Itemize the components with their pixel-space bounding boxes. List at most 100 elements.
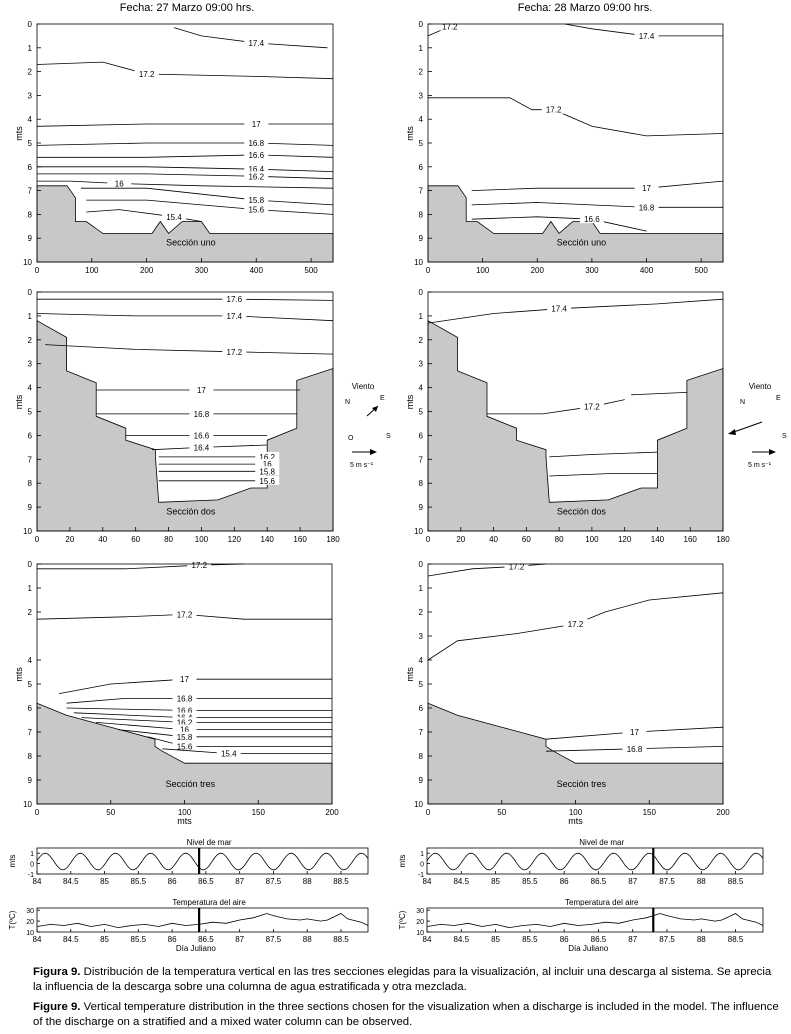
ts-ytick-label-tide-28-1: 1 (420, 851, 424, 858)
ytick-label-s3-28-10: 10 (414, 800, 423, 809)
isotherm-label-bg-s1-27-3 (244, 138, 269, 147)
isotherm-label-s2-27-3: 17 (197, 386, 206, 395)
wind-scale-arrow-head-2 (769, 449, 776, 455)
caption-en-label: Figure 9. (33, 1001, 81, 1013)
ts-xtick-label-tide-27-85.5: 85.5 (131, 877, 147, 886)
ts-xtick-label-air-28-86.5: 86.5 (591, 935, 607, 944)
ytick-label-s2-28-7: 7 (419, 455, 424, 464)
ytick-label-s2-28-4: 4 (419, 384, 424, 393)
isotherm-label-bg-s3-27-3 (172, 693, 197, 703)
xtick-label-s2-27-180: 180 (326, 535, 340, 544)
xtick-label-s1-27-400: 400 (250, 266, 264, 275)
isotherm-label-bg-s3-27-2 (172, 674, 197, 684)
ytick-label-s3-28-3: 3 (419, 632, 424, 641)
isotherm-label-bg-s2-27-1 (222, 310, 247, 320)
ts-air-28: Temperatura del aire 84 84.5 85 85.5 86 86.5 87… (398, 898, 764, 953)
xtick-label-s1-28-400: 400 (640, 266, 654, 275)
xtick-label-s2-27-0: 0 (35, 535, 40, 544)
ts-xtick-label-air-28-88: 88 (697, 935, 706, 944)
isotherm-label-s2-28-0: 17.4 (551, 305, 567, 314)
ytick-label-s3-28-0: 0 (419, 560, 424, 569)
ts-ytick-label-air-27-20: 20 (26, 919, 34, 926)
wind-key-top: Viento N E O S 5 m s⁻¹ (345, 382, 391, 469)
ts-xtick-label-air-27-85: 85 (100, 935, 109, 944)
ts-tide-27: Nivel de mar 84 84.5 85 85.5 86 86.5 87 87.5 88 88… (8, 838, 369, 886)
ytick-label-s1-27-0: 0 (28, 20, 33, 29)
isotherm-label-s1-27-0: 17.4 (248, 39, 264, 48)
ytick-label-s2-27-4: 4 (28, 384, 33, 393)
isotherm-s1-28-4 (471, 202, 723, 208)
ts-xtick-label-air-27-85.5: 85.5 (131, 935, 147, 944)
xtick-label-s1-28-500: 500 (694, 266, 708, 275)
isotherm-label-s2-27-9: 15.8 (259, 467, 275, 476)
ts-ytick-label-air-27-30: 30 (26, 908, 34, 915)
xtick-label-s2-28-40: 40 (489, 535, 498, 544)
ytick-label-s1-27-6: 6 (28, 163, 33, 172)
isotherm-s2-28-3 (549, 451, 658, 458)
ytick-label-s2-28-8: 8 (419, 479, 424, 488)
ytick-label-s3-27-6: 6 (28, 704, 33, 713)
isotherm-label-bg-s1-28-1 (437, 21, 462, 31)
xtick-label-s1-27-200: 200 (140, 266, 154, 275)
ts-xtick-label-tide-28-87.5: 87.5 (659, 877, 675, 886)
ts-xtick-label-tide-27-86: 86 (168, 877, 177, 886)
isotherm-label-bg-s1-28-0 (634, 30, 659, 40)
ytick-label-s3-27-7: 7 (28, 728, 33, 737)
wind-scale-label: 5 m s⁻¹ (350, 462, 374, 469)
ytick-label-s1-28-2: 2 (419, 68, 424, 77)
x-axis-label-s3-28: mts (568, 816, 583, 826)
wind-dir-e: E (380, 395, 385, 402)
isotherm-label-bg-s2-27-3 (189, 384, 214, 394)
isotherm-label-s1-27-7: 16 (115, 179, 124, 188)
isotherm-label-bg-s2-27-2 (222, 346, 247, 356)
isotherm-label-s3-28-3: 16.8 (627, 745, 643, 754)
xtick-label-s3-27-0: 0 (35, 808, 40, 817)
xtick-label-s3-27-150: 150 (252, 808, 266, 817)
isotherm-label-s2-28-1: 17.2 (584, 403, 600, 412)
ts-ytick-label-air-28-30: 30 (416, 908, 424, 915)
isotherm-label-bg-s2-28-0 (547, 303, 572, 313)
section-title-s1-28: Sección uno (557, 237, 607, 247)
isotherm-label-bg-s2-27-4 (189, 408, 214, 418)
isotherm-label-s2-27-8: 16 (263, 460, 272, 469)
isotherm-label-s1-27-2: 17 (252, 120, 261, 129)
isotherm-label-s3-28-1: 17.2 (568, 620, 584, 629)
ts-xtick-label-tide-28-87: 87 (628, 877, 637, 886)
isotherm-label-s1-28-3: 17 (642, 184, 651, 193)
ytick-label-s1-28-9: 9 (419, 234, 424, 243)
xtick-label-s2-28-0: 0 (426, 535, 431, 544)
ytick-label-s1-28-4: 4 (419, 115, 424, 124)
caption-es-label: Figura 9. (33, 966, 81, 978)
isotherm-label-bg-s3-28-3 (622, 743, 647, 753)
ytick-label-s1-27-1: 1 (28, 44, 33, 53)
isotherm-s2-28-0 (427, 298, 724, 324)
ytick-label-s3-28-8: 8 (419, 752, 424, 761)
isotherm-label-bg-s1-27-7 (107, 178, 132, 188)
ytick-label-s1-28-6: 6 (419, 163, 424, 172)
isotherm-s1-28-2 (428, 97, 724, 137)
ts-series-tide-28 (426, 852, 764, 871)
ts-xtick-label-tide-27-86.5: 86.5 (198, 877, 214, 886)
ytick-label-s3-28-4: 4 (419, 656, 424, 665)
isotherm-label-bg-s3-27-0 (187, 560, 212, 570)
ytick-label-s2-27-3: 3 (28, 360, 33, 369)
ts-xtick-label-air-28-87: 87 (628, 935, 637, 944)
ytick-label-s1-27-2: 2 (28, 68, 33, 77)
isotherm-s2-27-1 (36, 313, 334, 322)
isotherm-label-s3-27-1: 17.2 (177, 610, 193, 619)
ts-ylabel-tide-27: mts (8, 855, 17, 868)
ytick-label-s3-28-2: 2 (419, 608, 424, 617)
isotherm-label-bg-s3-27-8 (172, 731, 197, 741)
wind-dir-n-2: N (740, 399, 745, 406)
isotherm-label-s1-27-4: 16.6 (248, 151, 264, 160)
ts-title-air-28: Temperatura del aire (565, 898, 639, 907)
isotherm-label-bg-s3-28-2 (622, 727, 647, 736)
panel-s2-27: 17.617.417.21716.816.616.416.21615.815.6… (14, 288, 340, 544)
ytick-label-s1-28-7: 7 (419, 187, 424, 196)
ytick-label-s3-28-6: 6 (419, 704, 424, 713)
ytick-label-s3-28-7: 7 (419, 728, 424, 737)
ts-ytick-label-tide-27-1: 1 (30, 851, 34, 858)
isotherm-label-s2-27-0: 17.6 (227, 295, 243, 304)
ts-tide-28: Nivel de mar 84 84.5 85 85.5 86 86.5 87 87.5 88 88… (398, 838, 764, 886)
